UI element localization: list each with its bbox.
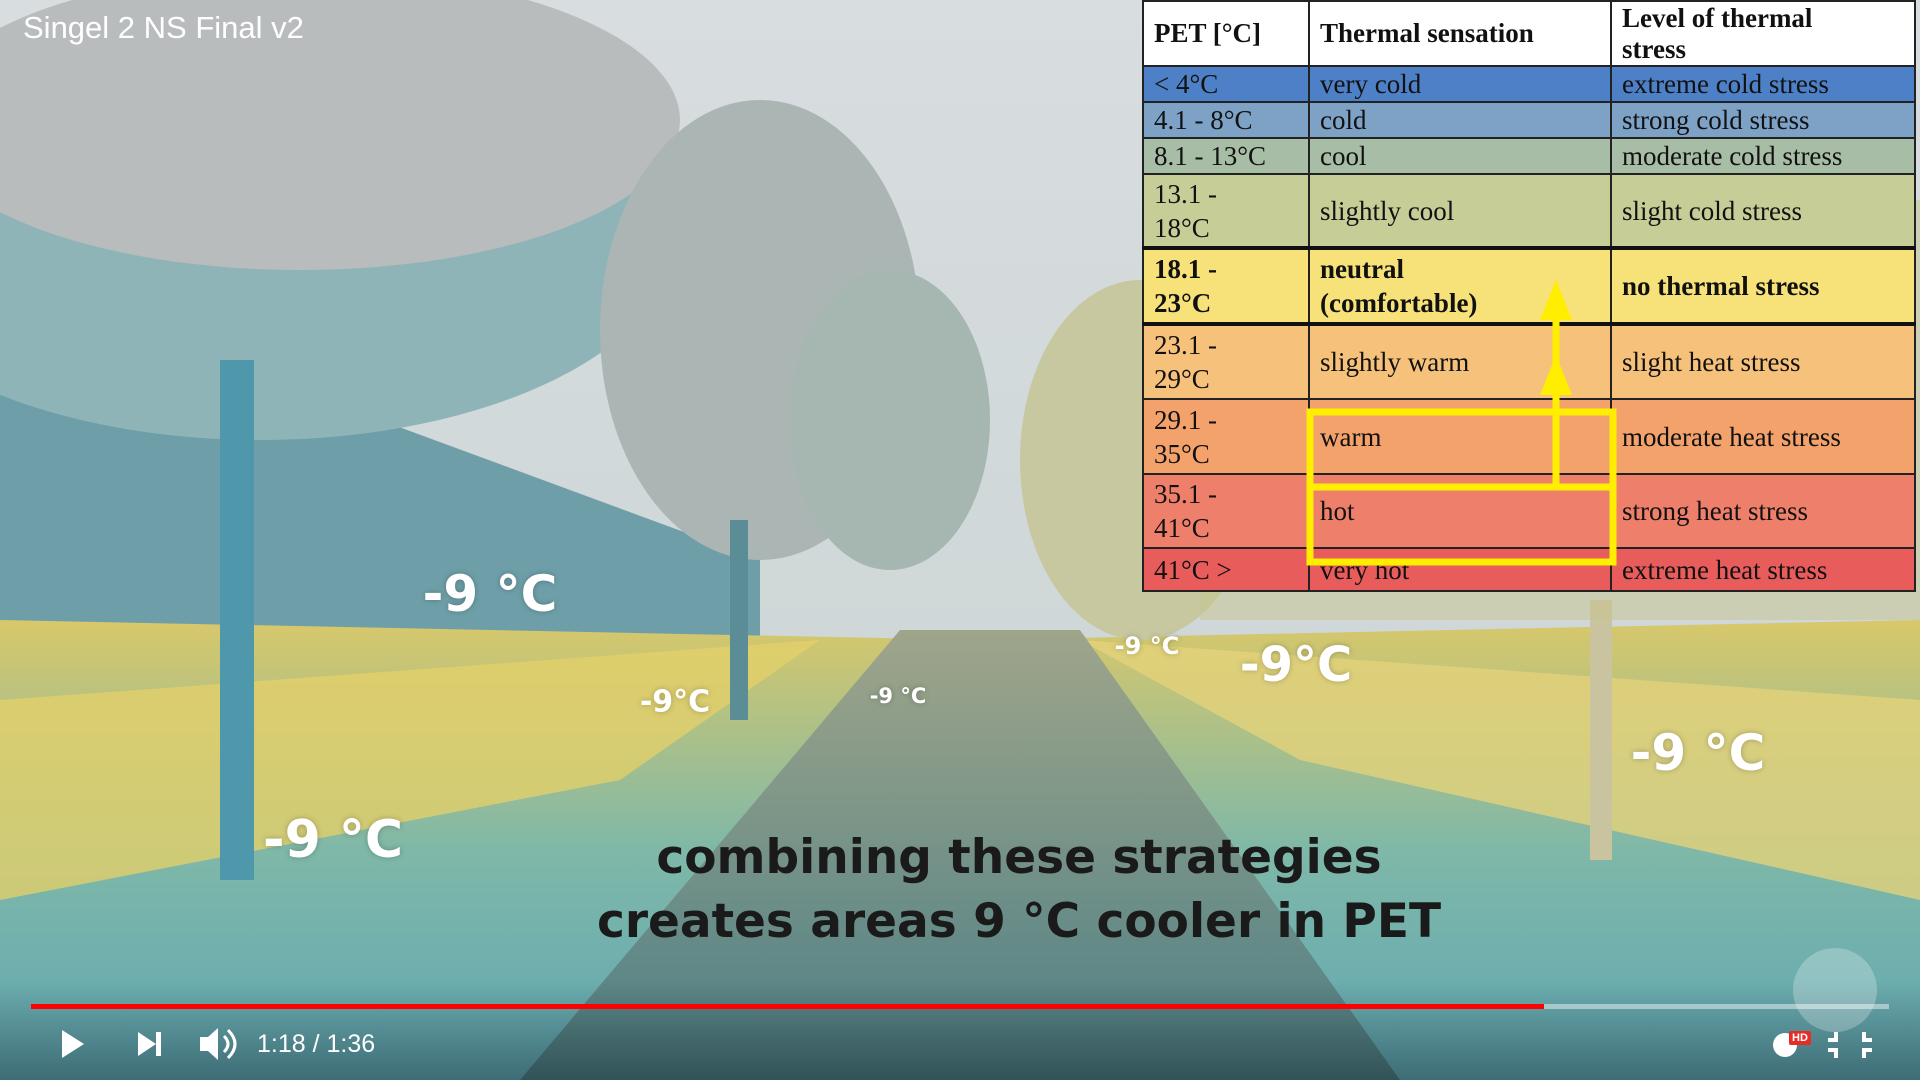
player-controls bbox=[0, 0, 1920, 1080]
progress-played bbox=[31, 1004, 1544, 1009]
time-display: 1:18 / 1:36 bbox=[257, 1030, 375, 1059]
exit-fullscreen-button[interactable] bbox=[1828, 1032, 1872, 1058]
video-player: Singel 2 NS Final v2 -9 °C-9°C-9 °C-9 °C… bbox=[0, 0, 1920, 1080]
play-button[interactable] bbox=[62, 1030, 84, 1058]
volume-button[interactable] bbox=[200, 1028, 235, 1060]
hd-badge: HD bbox=[1789, 1031, 1811, 1045]
watermark bbox=[1793, 948, 1877, 1032]
next-button[interactable] bbox=[138, 1032, 161, 1056]
